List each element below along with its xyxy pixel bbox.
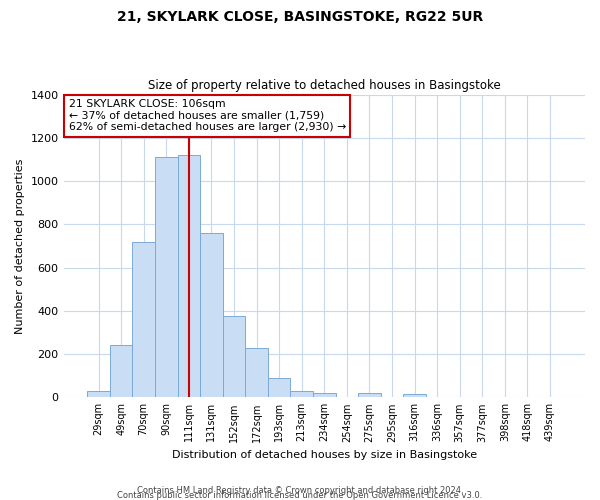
Bar <box>178 155 200 398</box>
Bar <box>313 393 335 398</box>
Y-axis label: Number of detached properties: Number of detached properties <box>15 158 25 334</box>
Bar <box>155 158 178 398</box>
Bar <box>133 242 155 398</box>
Bar <box>87 391 110 398</box>
Title: Size of property relative to detached houses in Basingstoke: Size of property relative to detached ho… <box>148 79 500 92</box>
Bar <box>245 348 268 398</box>
Text: Contains HM Land Registry data © Crown copyright and database right 2024.: Contains HM Land Registry data © Crown c… <box>137 486 463 495</box>
Bar <box>403 394 426 398</box>
Text: 21 SKYLARK CLOSE: 106sqm
← 37% of detached houses are smaller (1,759)
62% of sem: 21 SKYLARK CLOSE: 106sqm ← 37% of detach… <box>69 99 346 132</box>
Bar <box>290 391 313 398</box>
X-axis label: Distribution of detached houses by size in Basingstoke: Distribution of detached houses by size … <box>172 450 477 460</box>
Bar <box>223 316 245 398</box>
Bar <box>200 233 223 398</box>
Bar <box>110 346 133 398</box>
Text: 21, SKYLARK CLOSE, BASINGSTOKE, RG22 5UR: 21, SKYLARK CLOSE, BASINGSTOKE, RG22 5UR <box>117 10 483 24</box>
Text: Contains public sector information licensed under the Open Government Licence v3: Contains public sector information licen… <box>118 491 482 500</box>
Bar <box>268 378 290 398</box>
Bar <box>358 393 381 398</box>
